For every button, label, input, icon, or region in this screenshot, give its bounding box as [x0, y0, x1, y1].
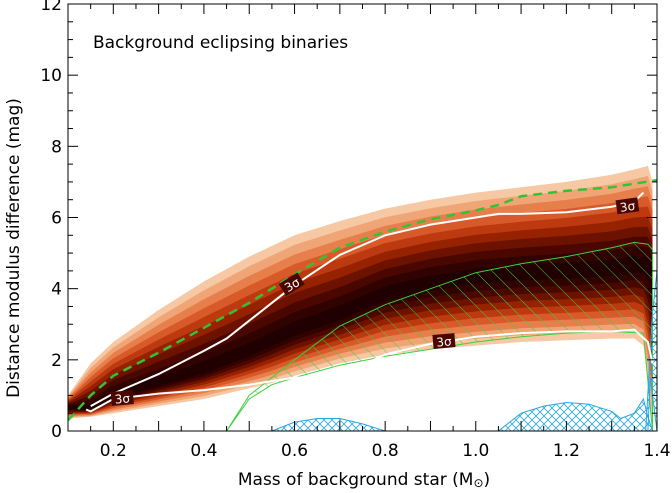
sigma-upper-contour [90, 191, 645, 407]
sigma-contour-label: 3σ [114, 391, 131, 406]
y-axis: 0 2 4 6 8 10 12 [40, 0, 657, 442]
sigma-label-bg [432, 333, 456, 349]
sigma-contour-label: 3σ [436, 334, 453, 349]
y-tick-label: 8 [51, 137, 62, 157]
y-tick-label: 10 [40, 66, 62, 86]
x-axis-label: Mass of background star (M⊙) [238, 470, 490, 490]
dashed-limit-line [68, 178, 657, 422]
y-tick-label: 2 [51, 351, 62, 371]
sigma-lower-contour [85, 328, 654, 413]
y-tick-label: 4 [51, 280, 62, 300]
background-eb-annotation: Background eclipsing binaries [93, 33, 348, 53]
y-tick-label: 0 [51, 422, 62, 442]
blue-hatched-region-0 [271, 418, 386, 431]
y-tick-label: 6 [51, 209, 62, 229]
x-tick-label: 0.8 [372, 441, 399, 461]
sigma-contour-label: 3σ [619, 199, 636, 215]
sigma-label-bg [615, 197, 640, 215]
y-tick-label: 12 [40, 0, 62, 15]
x-tick-label: 1.4 [643, 441, 670, 461]
sigma-label-bg [110, 390, 134, 406]
x-tick-label: 0.4 [190, 441, 217, 461]
x-tick-label: 1.2 [553, 441, 580, 461]
y-axis-label: Distance modulus difference (mag) [4, 98, 24, 398]
sigma-label-bg [278, 272, 305, 297]
x-tick-label: 0.2 [100, 441, 127, 461]
x-axis: 0.2 0.4 0.6 0.8 1.0 1.2 1.4 [67, 4, 671, 461]
x-tick-label: 0.6 [281, 441, 308, 461]
x-tick-label: 1.0 [462, 441, 489, 461]
blue-hatched-region-2 [645, 270, 657, 431]
